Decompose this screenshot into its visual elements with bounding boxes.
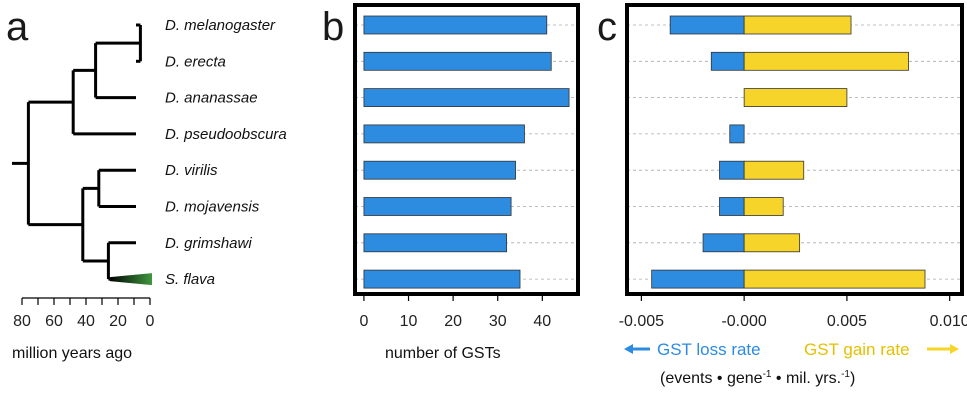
gain-bar-d-mojavensis bbox=[743, 197, 784, 216]
rate-tick-label-0: -0.005 bbox=[619, 313, 664, 330]
time-axis: 80 60 40 20 0 bbox=[13, 297, 155, 330]
time-tick-label-3: 20 bbox=[109, 313, 127, 330]
loss-bar-d-pseudoobscura bbox=[729, 124, 745, 144]
gain-rate-legend: GST gain rate bbox=[804, 340, 959, 359]
count-bar-d-melanogaster bbox=[363, 15, 548, 35]
time-tick-label-2: 40 bbox=[77, 313, 95, 330]
panel-letter-c: c bbox=[597, 5, 617, 49]
loss-bar-d-melanogaster bbox=[669, 15, 745, 35]
species-label-d-mojavensis: D. mojavensis bbox=[165, 199, 260, 216]
loss-bar-d-grimshawi bbox=[702, 233, 745, 253]
panel-letter-b: b bbox=[322, 5, 344, 49]
species-label-d-ananassae: D. ananassae bbox=[165, 90, 258, 107]
gain-bar-d-ananassae bbox=[743, 88, 848, 107]
gst-count-chart: 0 10 20 30 40 bbox=[353, 3, 580, 330]
species-label-d-melanogaster: D. melanogaster bbox=[165, 17, 276, 34]
gain-bar-d-grimshawi bbox=[743, 233, 801, 253]
rate-units-e: ) bbox=[850, 370, 855, 387]
species-label-s-flava: S. flava bbox=[165, 271, 215, 288]
gst-count-axis-title: number of GSTs bbox=[385, 345, 501, 362]
count-bar-d-mojavensis bbox=[363, 197, 512, 216]
rate-units-b: -1 bbox=[763, 369, 772, 380]
loss-rate-legend: GST loss rate bbox=[624, 340, 761, 359]
time-tick-label-1: 60 bbox=[45, 313, 63, 330]
rate-units-c: • mil. yrs. bbox=[771, 370, 841, 387]
rate-tick-label-1: -0.000 bbox=[721, 313, 766, 330]
rate-tick-label-2: 0.005 bbox=[827, 313, 867, 330]
loss-bar-d-mojavensis bbox=[719, 197, 745, 216]
count-bar-d-virilis bbox=[363, 160, 516, 180]
gst-rate-chart: -0.005 -0.000 0.005 0.010 bbox=[619, 3, 967, 330]
time-axis-title: million years ago bbox=[12, 345, 132, 362]
gain-bar-d-virilis bbox=[743, 160, 805, 180]
panel-letter-a: a bbox=[6, 5, 29, 49]
gain-bar-s-flava bbox=[743, 269, 926, 289]
count-bar-d-pseudoobscura bbox=[363, 124, 525, 144]
loss-bar-d-virilis bbox=[719, 160, 745, 180]
phylogeny-tree bbox=[12, 23, 152, 286]
count-tick-label-1: 10 bbox=[400, 313, 418, 330]
species-label-d-grimshawi: D. grimshawi bbox=[165, 235, 252, 252]
count-bar-d-erecta bbox=[363, 51, 552, 71]
species-labels: D. melanogaster D. erecta D. ananassae D. p… bbox=[165, 17, 287, 288]
gain-arrow-head bbox=[950, 344, 959, 354]
flava-branch-wedge bbox=[110, 273, 152, 286]
rate-units-d: -1 bbox=[841, 369, 850, 380]
gain-bar-d-melanogaster bbox=[743, 15, 852, 35]
count-tick-label-4: 40 bbox=[533, 313, 551, 330]
count-tick-label-0: 0 bbox=[359, 313, 368, 330]
loss-rate-label: GST loss rate bbox=[657, 340, 761, 359]
time-tick-label-0: 80 bbox=[13, 313, 31, 330]
loss-arrow-head bbox=[624, 344, 633, 354]
species-label-d-pseudoobscura: D. pseudoobscura bbox=[165, 126, 287, 143]
time-tick-label-4: 0 bbox=[146, 313, 155, 330]
rate-frame bbox=[625, 3, 964, 296]
loss-bar-s-flava bbox=[651, 269, 745, 289]
count-bar-d-grimshawi bbox=[363, 233, 508, 253]
gain-rate-label: GST gain rate bbox=[804, 340, 910, 359]
count-bar-s-flava bbox=[363, 269, 521, 289]
gain-bar-d-erecta bbox=[743, 51, 909, 71]
count-frame bbox=[353, 3, 580, 296]
rate-units-a: (events • gene bbox=[660, 370, 763, 387]
count-bar-d-ananassae bbox=[363, 88, 570, 107]
species-label-d-erecta: D. erecta bbox=[165, 53, 226, 70]
count-tick-label-3: 30 bbox=[489, 313, 507, 330]
rate-units-label: (events • gene-1 • mil. yrs.-1) bbox=[660, 369, 855, 387]
count-tick-label-2: 20 bbox=[444, 313, 462, 330]
species-label-d-virilis: D. virilis bbox=[165, 162, 218, 179]
rate-tick-label-3: 0.010 bbox=[930, 313, 967, 330]
loss-bar-d-erecta bbox=[710, 51, 745, 71]
